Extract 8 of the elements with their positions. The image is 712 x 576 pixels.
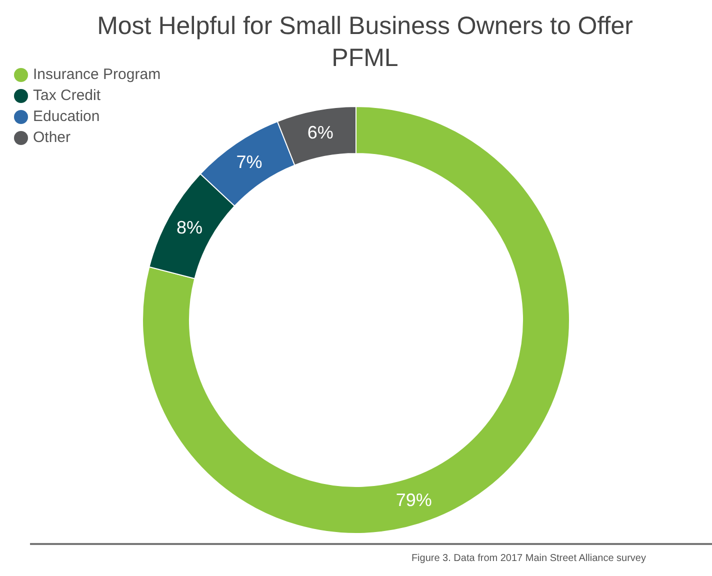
data-label: 6%: [307, 122, 334, 142]
legend-label: Tax Credit: [33, 87, 101, 104]
caption: Figure 3. Data from 2017 Main Street Alliance survey: [411, 553, 646, 564]
data-label: 8%: [176, 217, 202, 238]
legend-label: Other: [33, 129, 71, 146]
data-label: 7%: [236, 152, 262, 172]
data-label: 79%: [396, 490, 432, 510]
legend-label: Education: [33, 108, 100, 125]
